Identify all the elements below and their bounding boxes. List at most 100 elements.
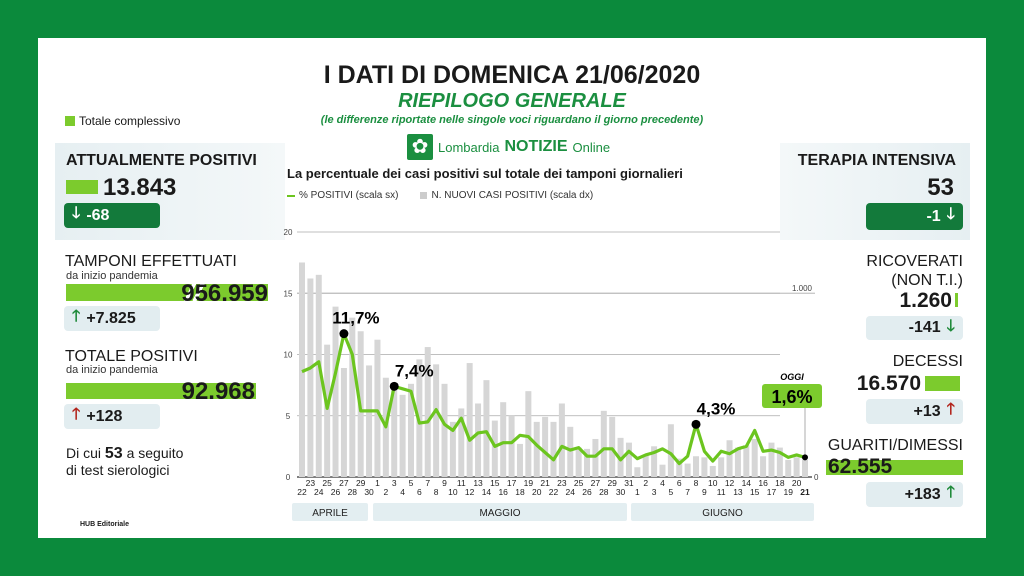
logo-text: Online xyxy=(572,139,611,155)
legend-total: Totale complessivo xyxy=(65,114,180,128)
bar xyxy=(441,383,448,477)
annotation-label: 7,4% xyxy=(395,361,434,380)
annotation-dot xyxy=(691,419,701,429)
x-tick-label: 9 xyxy=(702,487,707,497)
x-tick-label: 1 xyxy=(375,478,380,488)
annotation-label: 1,6% xyxy=(771,387,812,407)
bar xyxy=(667,424,674,477)
bar xyxy=(374,339,381,477)
x-tick-label: 23 xyxy=(306,478,316,488)
x-tick-label: 8 xyxy=(694,478,699,488)
y-tick-label: 20 xyxy=(284,228,293,237)
x-tick-label: 7 xyxy=(425,478,430,488)
tamponi-value: 956.959 xyxy=(181,280,268,307)
x-tick-label: 17 xyxy=(767,487,777,497)
bar xyxy=(676,458,683,477)
legend-label: % POSITIVI (scala sx) xyxy=(299,190,399,201)
x-tick-label: 28 xyxy=(599,487,609,497)
arrow-up-icon: 🡑 xyxy=(72,406,81,423)
decessi-label: DECESSI xyxy=(892,353,963,370)
x-tick-label: 23 xyxy=(557,478,567,488)
bar xyxy=(466,363,473,477)
note-text: Di cui xyxy=(66,445,105,461)
ricoverati-value: 1.260 xyxy=(899,289,952,312)
month-label: MAGGIO xyxy=(479,508,520,519)
bar xyxy=(458,408,465,477)
sierologici-note: Di cui 53 a seguito di test sierologici xyxy=(66,445,183,479)
bar xyxy=(366,365,373,477)
bar xyxy=(802,459,808,477)
arrow-up-icon: 🡑 xyxy=(946,401,955,418)
x-tick-label: 26 xyxy=(582,487,592,497)
x-tick-label: 25 xyxy=(574,478,584,488)
decessi-bar xyxy=(925,376,960,391)
delta-value: +183 xyxy=(904,485,941,503)
bar xyxy=(349,317,356,477)
x-tick-label: 29 xyxy=(607,478,617,488)
bar xyxy=(584,448,591,477)
month-band xyxy=(373,503,627,521)
totale-value: 92.968 xyxy=(181,378,255,405)
totale-bar xyxy=(66,383,256,399)
decessi-value: 16.570 xyxy=(856,372,921,395)
x-tick-label: 30 xyxy=(364,487,374,497)
bar xyxy=(718,457,725,477)
logo-text: Lombardia xyxy=(438,139,500,155)
bar xyxy=(751,438,758,477)
x-tick-label: 27 xyxy=(591,478,601,488)
attualmente-delta: 🡓 -68 xyxy=(64,203,160,228)
bar xyxy=(299,262,305,477)
bar xyxy=(550,421,557,477)
chart-title: La percentuale dei casi positivi sul tot… xyxy=(287,166,683,181)
bar xyxy=(625,442,632,477)
note-text: di test sierologici xyxy=(66,462,170,478)
ricoverati-label2: (NON T.I.) xyxy=(891,272,963,289)
bar xyxy=(642,454,649,477)
note-text: a seguito xyxy=(122,445,184,461)
legend-label: Totale complessivo xyxy=(79,114,181,128)
bar xyxy=(449,421,456,477)
logo: ✿ Lombardia NOTIZIE Online xyxy=(407,134,610,160)
x-tick-label: 17 xyxy=(507,478,517,488)
bar xyxy=(651,446,658,477)
delta-value: +128 xyxy=(86,407,123,425)
x-tick-label: 19 xyxy=(783,487,793,497)
arrow-up-icon: 🡑 xyxy=(946,484,955,501)
attualmente-bar xyxy=(66,180,98,194)
y-tick-label: 10 xyxy=(284,351,293,360)
x-tick-label: 4 xyxy=(660,478,665,488)
note-bold: 53 xyxy=(104,445,123,462)
bar xyxy=(743,445,750,477)
x-tick-label: 2 xyxy=(643,478,648,488)
page-note: (le differenze riportate nelle singole v… xyxy=(320,114,704,126)
annotation-label: 4,3% xyxy=(697,399,736,418)
x-tick-label: 24 xyxy=(314,487,324,497)
x-tick-label: 21 xyxy=(540,478,550,488)
terapia-label: TERAPIA INTENSIVA xyxy=(797,152,956,169)
month-label: GIUGNO xyxy=(702,508,743,519)
x-tick-label: 4 xyxy=(400,487,405,497)
x-tick-label: 25 xyxy=(322,478,332,488)
terapia-delta: -1 🡓 xyxy=(866,203,963,230)
annotation-dot xyxy=(389,381,399,391)
bar xyxy=(684,463,691,477)
legend-line-swatch xyxy=(287,194,295,197)
delta-value: +7.825 xyxy=(86,309,136,327)
x-tick-label: 8 xyxy=(434,487,439,497)
bar xyxy=(508,415,515,477)
bar xyxy=(734,447,741,477)
arrow-up-icon: 🡑 xyxy=(72,308,81,325)
x-tick-label: 6 xyxy=(417,487,422,497)
x-tick-label: 13 xyxy=(473,478,483,488)
bar xyxy=(634,467,641,477)
x-tick-label: 10 xyxy=(708,478,718,488)
annotation-dot xyxy=(802,454,808,461)
y2-tick-label: 1.000 xyxy=(792,284,813,293)
x-tick-label: 6 xyxy=(677,478,682,488)
y-tick-label: 15 xyxy=(284,289,293,298)
month-band xyxy=(631,503,814,521)
bar xyxy=(399,394,406,477)
x-tick-label: 16 xyxy=(758,478,768,488)
guariti-bar xyxy=(826,460,963,475)
